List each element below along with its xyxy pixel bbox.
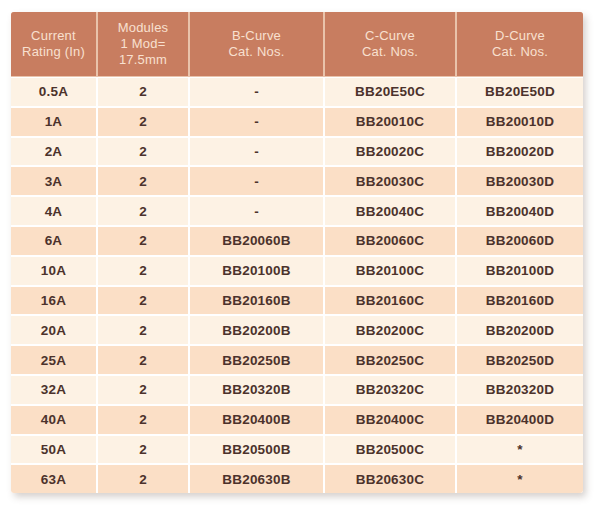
column-header: B-Curve Cat. Nos.: [190, 12, 323, 76]
table-cell: BB20030D: [457, 167, 583, 195]
table-cell: BB20250D: [457, 346, 583, 374]
table-cell: BB20160B: [190, 287, 323, 315]
table-cell: BB20040C: [325, 197, 455, 225]
table-cell: BB20E50C: [325, 78, 455, 106]
table-cell: 40A: [11, 406, 96, 434]
table-cell: 20A: [11, 316, 96, 344]
table-cell: 2: [98, 78, 188, 106]
table-cell: -: [190, 78, 323, 106]
table-cell: 2: [98, 197, 188, 225]
table-cell: BB20200B: [190, 316, 323, 344]
table-cell: BB20500B: [190, 436, 323, 464]
table-cell: 3A: [11, 167, 96, 195]
table-cell: BB20320B: [190, 376, 323, 404]
table-cell: 2: [98, 406, 188, 434]
table-cell: BB20E50D: [457, 78, 583, 106]
table-cell: BB20160C: [325, 287, 455, 315]
table-cell: *: [457, 465, 583, 493]
table-cell: BB20020C: [325, 138, 455, 166]
page: Current Rating (In)Modules 1 Mod= 17.5mm…: [0, 0, 603, 514]
table-cell: 2: [98, 108, 188, 136]
table-cell: 4A: [11, 197, 96, 225]
table-cell: BB20010C: [325, 108, 455, 136]
table-cell: BB20100D: [457, 257, 583, 285]
table-cell: 2: [98, 346, 188, 374]
table-cell: 2A: [11, 138, 96, 166]
table-cell: BB20400B: [190, 406, 323, 434]
table-cell: -: [190, 108, 323, 136]
table-cell: BB20630B: [190, 465, 323, 493]
table-cell: BB20060C: [325, 227, 455, 255]
table-cell: *: [457, 436, 583, 464]
table-cell: BB20630C: [325, 465, 455, 493]
table-cell: BB20250B: [190, 346, 323, 374]
table-cell: 10A: [11, 257, 96, 285]
table-cell: 2: [98, 376, 188, 404]
table-cell: BB20100C: [325, 257, 455, 285]
table-cell: -: [190, 197, 323, 225]
table-cell: BB20200C: [325, 316, 455, 344]
table-cell: BB20040D: [457, 197, 583, 225]
table-cell: BB20020D: [457, 138, 583, 166]
table-cell: BB20400C: [325, 406, 455, 434]
table-cell: 16A: [11, 287, 96, 315]
table-cell: 1A: [11, 108, 96, 136]
table-cell: 2: [98, 167, 188, 195]
table-cell: BB20400D: [457, 406, 583, 434]
column-header: C-Curve Cat. Nos.: [325, 12, 455, 76]
table-cell: -: [190, 138, 323, 166]
table-cell: 0.5A: [11, 78, 96, 106]
table-cell: 2: [98, 436, 188, 464]
table-cell: 6A: [11, 227, 96, 255]
table-cell: BB20060B: [190, 227, 323, 255]
column-header: D-Curve Cat. Nos.: [457, 12, 583, 76]
table-cell: BB20200D: [457, 316, 583, 344]
table-cell: BB20010D: [457, 108, 583, 136]
table-cell: 50A: [11, 436, 96, 464]
table-cell: 25A: [11, 346, 96, 374]
table-cell: BB20320D: [457, 376, 583, 404]
table-cell: 2: [98, 257, 188, 285]
column-header: Modules 1 Mod= 17.5mm: [98, 12, 188, 76]
table-cell: 63A: [11, 465, 96, 493]
table-cell: BB20060D: [457, 227, 583, 255]
table-cell: BB20250C: [325, 346, 455, 374]
table-cell: BB20160D: [457, 287, 583, 315]
table-cell: 32A: [11, 376, 96, 404]
table-cell: 2: [98, 138, 188, 166]
breaker-catalog-table: Current Rating (In)Modules 1 Mod= 17.5mm…: [11, 12, 583, 493]
table-cell: BB20030C: [325, 167, 455, 195]
table-cell: BB20500C: [325, 436, 455, 464]
table-cell: 2: [98, 316, 188, 344]
column-header: Current Rating (In): [11, 12, 96, 76]
table-cell: 2: [98, 287, 188, 315]
table-cell: 2: [98, 465, 188, 493]
table-cell: -: [190, 167, 323, 195]
table-cell: BB20320C: [325, 376, 455, 404]
table-cell: BB20100B: [190, 257, 323, 285]
table-cell: 2: [98, 227, 188, 255]
